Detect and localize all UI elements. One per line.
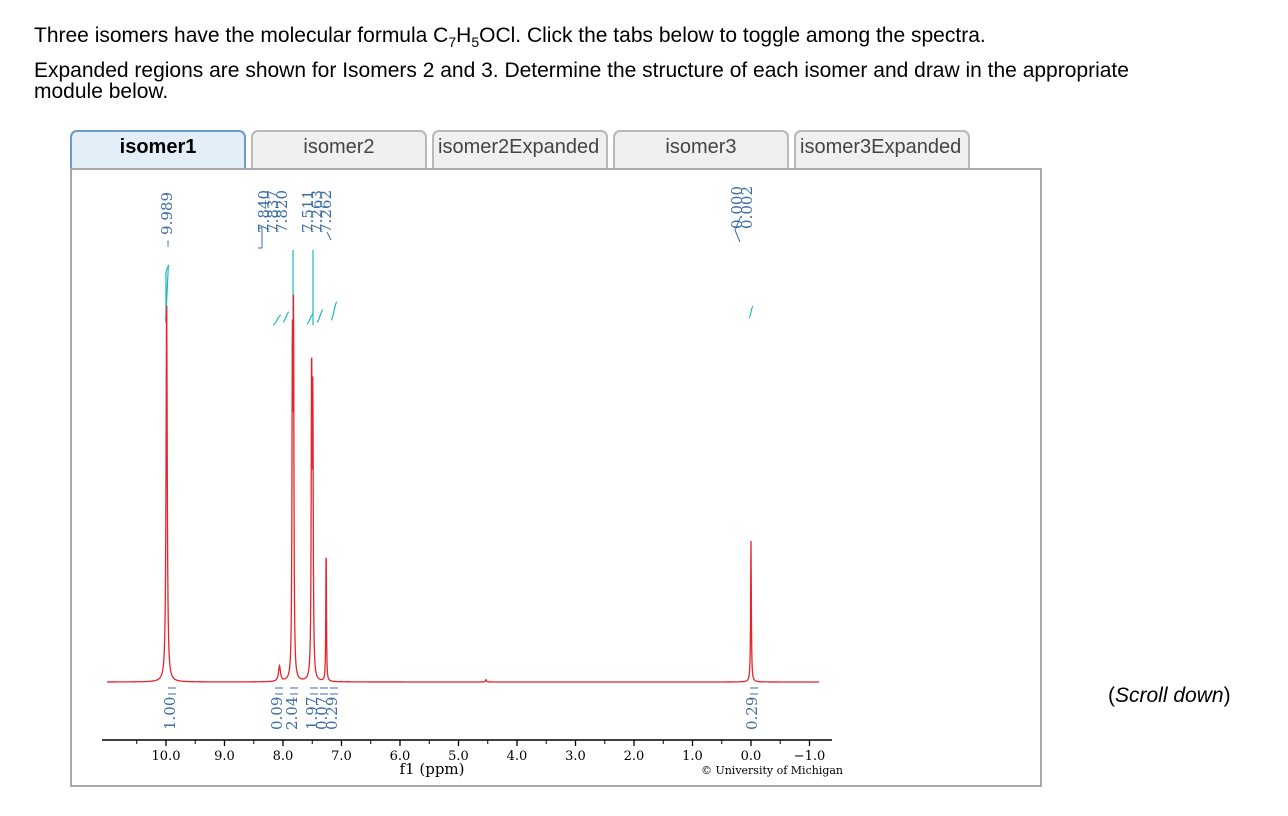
integral-curve (306, 313, 314, 325)
formula-subscript: 5 (471, 34, 480, 51)
x-tick-label: 5.0 (448, 749, 469, 764)
integral-curve (272, 314, 282, 326)
scroll-hint-paren: ) (1223, 684, 1231, 707)
peak-shift-label: 7.840 (255, 190, 273, 233)
peak-bracket (258, 227, 263, 249)
instructions-line-2: Expanded regions are shown for Isomers 2… (34, 59, 1129, 104)
x-axis-title: f1 (ppm) (400, 760, 465, 778)
integral-value: 0.29 (743, 697, 761, 730)
x-tick-label: 10.0 (152, 749, 181, 764)
peak-shift-label: 7.262 (317, 190, 335, 233)
instructions-line-1: Three isomers have the molecular formula… (34, 24, 1264, 54)
x-tick-label: 4.0 (507, 749, 528, 764)
peak-connector (165, 264, 170, 322)
integral-curve (164, 264, 170, 323)
integral-value: 0.29 (323, 697, 341, 730)
integral-value: 0.09 (268, 697, 286, 730)
formula-subscript: 7 (448, 34, 457, 51)
tab-isomer3-expanded[interactable]: isomer3Expanded (794, 130, 970, 168)
x-tick-label: −1.0 (794, 749, 826, 764)
peak-shift-label: 7.837 (264, 190, 282, 233)
peak-shift-label: – 9.989 (158, 192, 176, 247)
tab-isomer2-expanded[interactable]: isomer2Expanded (432, 130, 608, 168)
integral-value: 1.97 (303, 697, 321, 730)
x-tick-label: 2.0 (624, 749, 645, 764)
integral-curves (164, 250, 754, 326)
peak-shift-label: 0.002 (738, 186, 756, 229)
scroll-hint: (Scroll down) (1108, 684, 1231, 708)
integral-curve (316, 309, 324, 323)
peak-shift-label: 7.263 (308, 190, 326, 233)
integral-value: 1.00 (161, 697, 179, 730)
peak-bracket (326, 231, 332, 241)
integral-value: 2.04 (283, 697, 301, 730)
peak-bracket (734, 217, 741, 243)
instructions: Three isomers have the molecular formula… (34, 24, 1264, 102)
peak-shift-label: 7.820 (273, 190, 291, 233)
instructions-text: Three isomers have the molecular formula… (34, 24, 449, 47)
tab-isomer1[interactable]: isomer1 (70, 130, 246, 170)
x-tick-label: 6.0 (390, 749, 411, 764)
scroll-hint-paren: ( (1108, 684, 1115, 707)
integral-value: 0.07 (313, 697, 331, 730)
integral-labels: 1.00 0.092.04 1.970.070.29 0.29 (161, 687, 761, 730)
x-tick-label: 7.0 (331, 749, 352, 764)
x-tick-label: 9.0 (214, 749, 235, 764)
tab-isomer2[interactable]: isomer2 (251, 130, 427, 168)
spectrum-panel: – 9.989 7.840 7.837 7.820 7.511 7.263 7.262 0.0… (70, 168, 1042, 787)
peak-shift-label: 0.000 (728, 186, 746, 229)
integral-curve (330, 301, 338, 321)
x-tick-label: 8.0 (273, 749, 294, 764)
x-tick-label: 3.0 (565, 749, 586, 764)
x-tick-label: 0.0 (741, 749, 762, 764)
x-tick-label: 1.0 (682, 749, 703, 764)
spectrum-line (107, 294, 819, 683)
instructions-text: H (456, 24, 472, 47)
tab-isomer3[interactable]: isomer3 (613, 130, 789, 168)
peak-shift-label: 7.511 (299, 190, 317, 233)
integral-curve (748, 305, 754, 319)
x-axis: 10.0 9.0 8.0 7.0 6.0 5.0 4.0 3.0 2.0 1.0 0.0 −1.0 (102, 739, 832, 764)
scroll-hint-text: Scroll down (1115, 684, 1224, 707)
integral-curve (282, 311, 290, 323)
copyright-notice: © University of Michigan (701, 764, 843, 777)
instructions-text: OCl. Click the tabs below to toggle amon… (479, 24, 986, 47)
